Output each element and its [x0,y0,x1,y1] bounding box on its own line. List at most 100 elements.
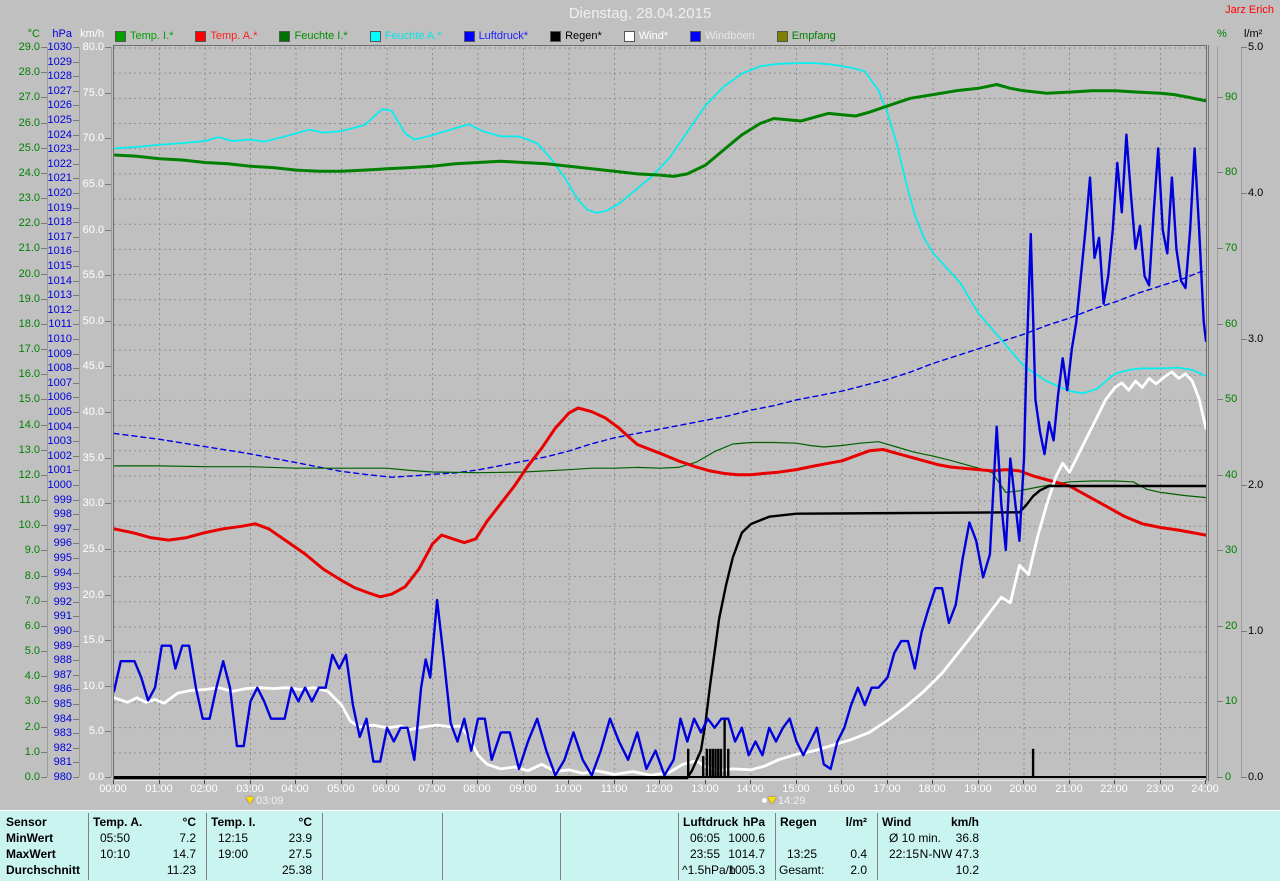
axis-tick-temp [41,727,47,728]
time-label: 01:00 [145,783,173,795]
axis-label-pct: 0 [1225,771,1232,783]
sun-marker-arrow-icon [246,797,254,804]
stat-col-name: Wind [882,815,912,829]
axis-label-pct: 90 [1225,91,1238,103]
axis-tick-hpa [73,748,79,749]
stat-min-value: 1000.6 [728,831,765,845]
time-label: 02:00 [190,783,218,795]
stat-avg-value: 25.38 [281,863,312,877]
axis-tick-hpa [73,427,79,428]
axis-tick-temp [41,72,47,73]
axis-label-hpa: 991 [53,610,72,622]
axis-tick-temp [41,450,47,451]
axis-label-kmh: 30.0 [82,497,104,509]
axis-tick-temp [41,550,47,551]
time-label: 16:00 [827,783,855,795]
axis-tick-hpa [73,704,79,705]
time-label: 15:00 [782,783,810,795]
axis-tick-hpa [73,529,79,530]
axis-label-temp: 11.0 [19,494,40,506]
axis-label-hpa: 988 [53,654,72,666]
axis-label-hpa: 990 [53,625,72,637]
axis-tick-hpa [73,62,79,63]
series-regen [114,484,1206,780]
axis-label-hpa: 1005 [47,406,72,418]
series-tempa [114,406,1206,599]
axis-label-kmh: 15.0 [82,634,104,646]
stat-avg-label: ^1.5hPa/h [682,863,736,877]
time-tick [523,780,524,784]
axis-label-temp: 14.0 [18,419,40,431]
sun-marker-2: 14:29 [762,794,806,807]
time-label: 23:00 [1146,783,1174,795]
time-label: 20:00 [1009,783,1037,795]
table-separator [877,813,878,880]
axis-label-temp: 19.0 [18,293,40,305]
time-tick [1069,780,1070,784]
axis-label-hpa: 983 [53,727,72,739]
axis-tick-kmh [105,595,111,596]
stat-row-label: MinWert [6,831,54,845]
stat-min-time: Ø 10 min. [889,831,942,845]
time-tick [568,780,569,784]
time-tick [432,780,433,784]
stat-row-label: Sensor [6,815,47,829]
axis-label-pct: 50 [1225,393,1238,405]
axis-tick-hpa [73,105,79,106]
series-tempi [114,83,1206,178]
axis-label-temp: 10.0 [18,519,40,531]
axis-tick-pct [1217,777,1223,778]
time-tick [932,780,933,784]
axis-tick-hpa [73,719,79,720]
time-tick [1160,780,1161,784]
time-label: 22:00 [1100,783,1128,795]
legend-swatch-icon [279,30,291,42]
time-label: 03:00 [236,783,264,795]
axis-label-hpa: 993 [53,581,72,593]
axis-label-kmh: 40.0 [82,406,104,418]
axis-label-lm2: 0.0 [1248,771,1264,783]
plot-right-edge [1208,45,1209,781]
axis-tick-hpa [73,646,79,647]
axis-tick-kmh [105,731,111,732]
axis-label-hpa: 1017 [47,231,72,243]
axis-tick-hpa [73,558,79,559]
axis-label-temp: 25.0 [18,142,40,154]
axis-tick-kmh [105,275,111,276]
axis-label-temp: 27.0 [18,91,40,103]
axis-tick-hpa [73,441,79,442]
axis-tick-hpa [73,339,79,340]
axis-label-pct: 60 [1225,318,1238,330]
axis-tick-temp [41,576,47,577]
chart-plot-area[interactable] [113,45,1207,781]
axis-label-temp: 17.0 [18,343,40,355]
time-label: 12:00 [645,783,673,795]
axis-tick-pct [1217,701,1223,702]
axis-tick-temp [41,651,47,652]
axis-label-temp: 1.0 [24,746,40,758]
stat-col-name: Regen [780,815,817,829]
stat-min-value: 7.2 [179,831,196,845]
axis-tick-hpa [73,675,79,676]
time-tick [887,780,888,784]
time-label: 14:00 [736,783,764,795]
axis-tick-hpa [73,616,79,617]
axis-tick-lm2 [1241,631,1247,632]
table-separator [206,813,207,880]
legend-item-tempa: Temp. A.* [195,30,257,42]
axis-label-hpa: 1021 [47,172,72,184]
legend-item-label: Feuchte A.* [384,30,442,42]
stat-col-name: Luftdruck [683,815,739,829]
axis-tick-pct [1217,172,1223,173]
axis-label-hpa: 1002 [47,450,72,462]
stat-avg-label: Gesamt: [779,863,825,877]
stat-min-time: 06:05 [690,831,721,845]
axis-tick-kmh [105,412,111,413]
axis-label-kmh: 65.0 [82,178,104,190]
axis-tick-temp [41,97,47,98]
axis-label-temp: 2.0 [24,721,40,733]
axis-label-temp: 9.0 [24,544,40,556]
axis-label-hpa: 1025 [47,114,72,126]
legend-swatch-icon [195,30,207,42]
